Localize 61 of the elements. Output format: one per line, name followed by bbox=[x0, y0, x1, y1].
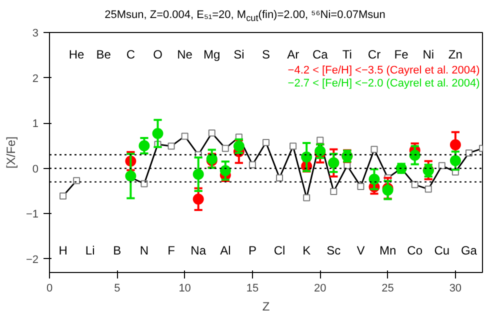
annotation: H bbox=[58, 244, 68, 258]
annotation: Zn bbox=[448, 48, 462, 62]
point bbox=[138, 140, 150, 152]
y-tick-label: 2 bbox=[32, 72, 39, 85]
annotation: Cr bbox=[368, 48, 381, 62]
x-tick-label: 30 bbox=[449, 282, 462, 294]
annotation: K bbox=[302, 244, 311, 258]
x-tick-label: 25 bbox=[382, 282, 394, 294]
annotation: Fe bbox=[394, 48, 409, 62]
x-tick-label: 5 bbox=[114, 282, 120, 294]
y-axis-title: [X/Fe] bbox=[4, 136, 18, 169]
annotation: P bbox=[248, 244, 256, 258]
annotation: Cu bbox=[434, 244, 450, 258]
annotation: Ne bbox=[177, 48, 193, 62]
annotation: Ni bbox=[422, 48, 434, 62]
annotation: Mg bbox=[204, 48, 220, 62]
point bbox=[301, 152, 312, 163]
annotation: Cl bbox=[274, 244, 286, 258]
annotation: O bbox=[153, 48, 162, 62]
point bbox=[220, 165, 231, 176]
text: −4.2 < [Fe/H] <−3.5 (Cayrel et al. 2004) bbox=[288, 64, 480, 76]
annotation: Sc bbox=[326, 244, 341, 258]
annotation: Be bbox=[96, 48, 112, 62]
x-tick-label: 0 bbox=[46, 282, 53, 294]
x-tick-label: 15 bbox=[246, 282, 259, 294]
y-tick-label: −2 bbox=[26, 254, 39, 266]
annotation: Al bbox=[220, 244, 231, 258]
x-axis-title: Z bbox=[262, 300, 270, 314]
point bbox=[409, 150, 420, 161]
y-tick-label: 0 bbox=[32, 163, 39, 176]
annotation: N bbox=[140, 244, 149, 258]
annotation: F bbox=[168, 244, 175, 258]
annotation: B bbox=[113, 244, 122, 258]
annotation: Ti bbox=[342, 48, 352, 62]
annotation: Li bbox=[85, 244, 95, 258]
text: −2.7 < [Fe/H] <−2.0 (Cayrel et al. 2004) bbox=[288, 78, 480, 90]
annotation: Mn bbox=[379, 244, 396, 258]
point bbox=[233, 140, 244, 152]
annotation: He bbox=[68, 48, 85, 62]
point bbox=[125, 170, 136, 182]
x-tick-label: 20 bbox=[314, 282, 326, 294]
point bbox=[192, 168, 204, 180]
annotation: V bbox=[356, 244, 365, 258]
annotation: Ga bbox=[460, 244, 478, 258]
annotation: Ca bbox=[312, 48, 328, 62]
point bbox=[450, 139, 461, 150]
point bbox=[192, 194, 204, 205]
x-tick-label: 10 bbox=[178, 282, 191, 294]
annotation: S bbox=[262, 48, 270, 62]
y-tick-label: 1 bbox=[32, 118, 39, 130]
point bbox=[368, 174, 380, 185]
annotation: Ar bbox=[287, 48, 300, 62]
point bbox=[152, 128, 164, 139]
point bbox=[450, 155, 461, 166]
annotation: C bbox=[126, 48, 136, 62]
chart-title: 25Msun, Z=0.004, E₅₁=20, M$_{cut}$(fin)=2.00, ⁵⁶Ni=0.07Msun bbox=[104, 8, 386, 26]
annotation: Na bbox=[190, 244, 206, 258]
annotation: Si bbox=[234, 48, 244, 62]
y-tick-label: 3 bbox=[32, 28, 39, 40]
y-tick-label: −1 bbox=[26, 208, 39, 221]
annotation: Co bbox=[407, 244, 423, 258]
